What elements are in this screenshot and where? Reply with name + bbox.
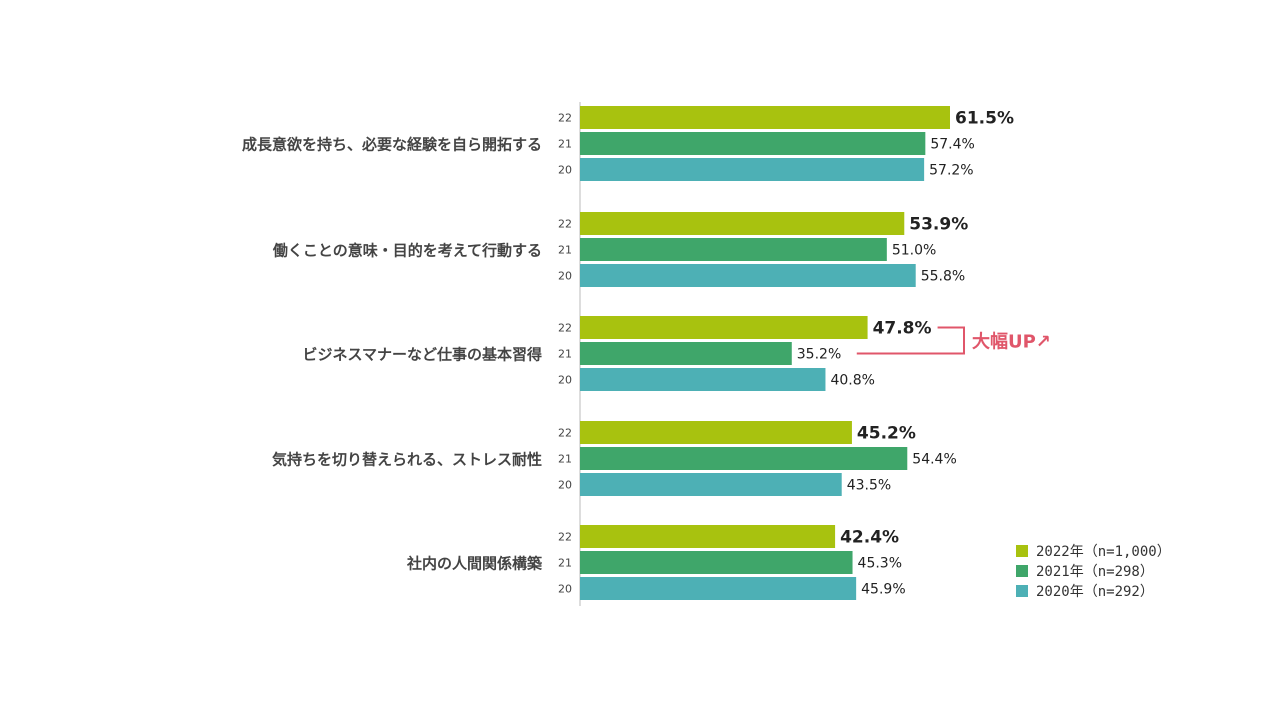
category-label: 成長意欲を持ち、必要な経験を自ら開拓する bbox=[242, 136, 542, 154]
year-label: 20 bbox=[558, 583, 572, 596]
legend: 2022年（n=1,000） 2021年（n=298） 2020年（n=292） bbox=[1016, 541, 1171, 601]
bar bbox=[580, 447, 908, 470]
year-label: 22 bbox=[558, 531, 572, 544]
legend-label: 2022年（n=1,000） bbox=[1036, 544, 1171, 560]
data-label: 45.3% bbox=[858, 556, 902, 572]
data-label: 54.4% bbox=[912, 452, 956, 468]
year-label: 20 bbox=[558, 270, 572, 283]
legend-label: 2021年（n=298） bbox=[1036, 564, 1154, 580]
year-label: 22 bbox=[558, 322, 572, 335]
year-label: 20 bbox=[558, 374, 572, 387]
bar bbox=[580, 342, 792, 365]
legend-swatch bbox=[1016, 585, 1028, 597]
category-label: 気持ちを切り替えられる、ストレス耐性 bbox=[272, 451, 542, 469]
data-label: 61.5% bbox=[955, 109, 1014, 129]
data-label: 43.5% bbox=[847, 478, 891, 494]
data-label: 40.8% bbox=[830, 373, 874, 389]
legend-label: 2020年（n=292） bbox=[1036, 584, 1154, 600]
year-label: 21 bbox=[558, 348, 572, 361]
data-label: 45.9% bbox=[861, 582, 905, 598]
bar bbox=[580, 473, 842, 496]
bar bbox=[580, 212, 905, 235]
bar bbox=[580, 525, 836, 548]
year-label: 21 bbox=[558, 138, 572, 151]
bar bbox=[580, 264, 916, 287]
year-label: 20 bbox=[558, 164, 572, 177]
data-label: 47.8% bbox=[873, 319, 932, 339]
bar bbox=[580, 106, 950, 129]
year-label: 21 bbox=[558, 557, 572, 570]
legend-item: 2022年（n=1,000） bbox=[1016, 541, 1171, 561]
bar bbox=[580, 158, 925, 181]
bar bbox=[580, 421, 852, 444]
category-label: ビジネスマナーなど仕事の基本習得 bbox=[302, 346, 542, 364]
year-label: 22 bbox=[558, 112, 572, 125]
bar bbox=[580, 132, 926, 155]
bar bbox=[580, 316, 868, 339]
bar bbox=[580, 238, 887, 261]
legend-swatch bbox=[1016, 565, 1028, 577]
year-label: 22 bbox=[558, 427, 572, 440]
data-label: 57.2% bbox=[929, 163, 973, 179]
data-label: 51.0% bbox=[892, 243, 936, 259]
chart-marks: 成長意欲を持ち、必要な経験を自ら開拓する 22 61.5% 21 57.4% 20 57.2… bbox=[242, 106, 1051, 600]
annotation-bracket bbox=[856, 326, 965, 355]
bar bbox=[580, 551, 853, 574]
data-label: 55.8% bbox=[921, 269, 965, 285]
data-label: 53.9% bbox=[909, 215, 968, 235]
legend-item: 2021年（n=298） bbox=[1016, 561, 1171, 581]
category-label: 働くことの意味・目的を考えて行動する bbox=[272, 242, 542, 260]
data-label: 35.2% bbox=[797, 347, 841, 363]
bar bbox=[580, 577, 857, 600]
annotation-text: 大幅UP↗ bbox=[972, 331, 1051, 353]
data-label: 45.2% bbox=[857, 424, 916, 444]
data-label: 57.4% bbox=[930, 137, 974, 153]
year-label: 21 bbox=[558, 244, 572, 257]
legend-swatch bbox=[1016, 545, 1028, 557]
year-label: 22 bbox=[558, 218, 572, 231]
bar bbox=[580, 368, 826, 391]
year-label: 21 bbox=[558, 453, 572, 466]
legend-item: 2020年（n=292） bbox=[1016, 581, 1171, 601]
data-label: 42.4% bbox=[840, 528, 899, 548]
year-label: 20 bbox=[558, 479, 572, 492]
category-label: 社内の人間関係構築 bbox=[406, 555, 543, 573]
